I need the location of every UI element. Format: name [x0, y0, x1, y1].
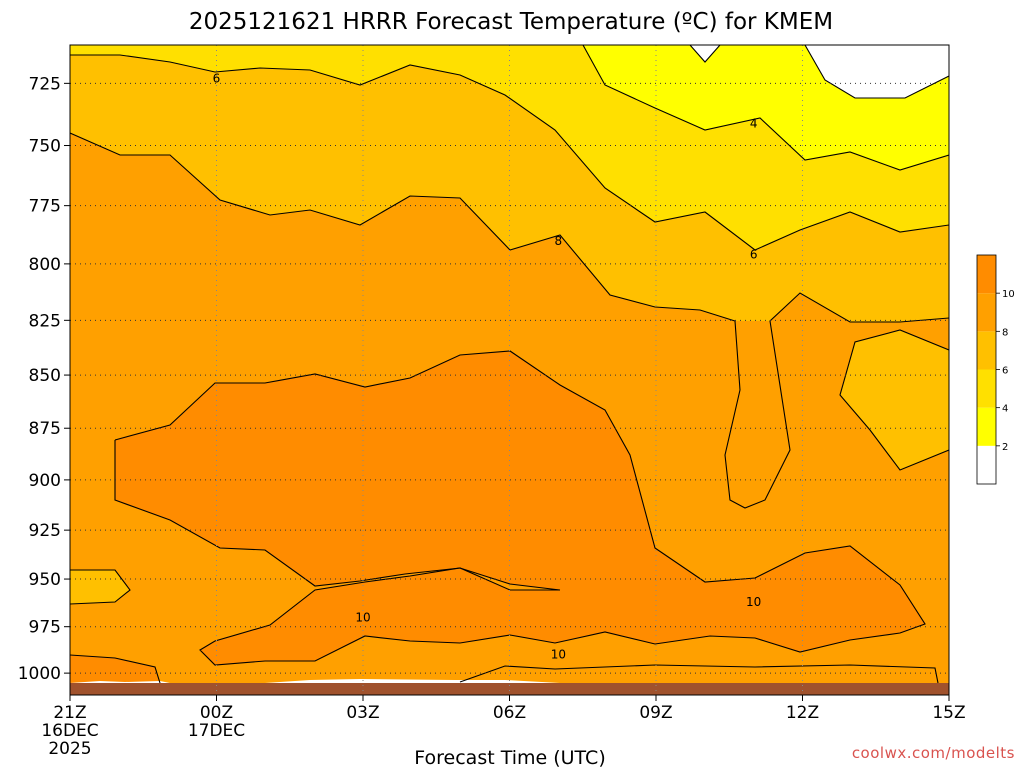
- colorbar-label: 6: [1002, 366, 1008, 377]
- chart-title: 2025121621 HRRR Forecast Temperature (ºC…: [189, 9, 833, 35]
- fill-below-2-right: [805, 45, 949, 98]
- x-tick-label: 06Z: [493, 703, 526, 723]
- y-tick-label: 725: [29, 74, 61, 94]
- contour-8-lower-left: [70, 569, 131, 605]
- contour-10-surface: [459, 664, 939, 684]
- x-tick-label: 15Z: [932, 703, 965, 723]
- x-tick-label: 09Z: [639, 703, 672, 723]
- fill-6-8-lower-left: [70, 570, 130, 604]
- y-tick-label: 925: [29, 521, 61, 541]
- contour-8-right-lobe: [839, 329, 949, 471]
- contour-10-core: [114, 350, 926, 666]
- ground-edge: [70, 679, 560, 683]
- colorbar-swatch: [977, 331, 996, 370]
- contour-label: 10: [551, 648, 566, 662]
- colorbar-label: 10: [1002, 289, 1015, 300]
- y-tick-label: 1000: [18, 664, 61, 684]
- fill-below-2-top: [690, 45, 720, 62]
- contour-label: 8: [555, 234, 563, 248]
- contour-8-upper: [70, 132, 949, 509]
- x-tick-label: 12Z: [786, 703, 819, 723]
- contour-label: 6: [213, 71, 221, 85]
- contour-labels: 6 4 6 8 10 10 10: [213, 71, 762, 661]
- contour-label: 10: [355, 610, 370, 624]
- x-tick-label: 21Z: [53, 703, 86, 723]
- fill-above-10-bottom: [70, 655, 160, 683]
- y-axis: 725 750 775 800 825 850 875 900 925 950 975 1000: [18, 74, 70, 684]
- contour-4: [582, 45, 949, 171]
- y-tick-label: 775: [29, 197, 61, 217]
- y-tick-label: 875: [29, 419, 61, 439]
- below-ground: [70, 683, 949, 695]
- contour-label: 10: [746, 595, 761, 609]
- contour-6: [70, 54, 949, 251]
- colorbar-swatch: [977, 369, 996, 408]
- contour-label: 6: [750, 248, 758, 262]
- x-tick-label: 17DEC: [188, 721, 245, 741]
- credit-text: coolwx.com/modelts: [852, 744, 1015, 762]
- colorbar-swatch: [977, 445, 996, 484]
- contour-label: 4: [750, 116, 758, 130]
- colorbar: 2 4 6 8 10: [976, 254, 1015, 485]
- y-tick-label: 975: [29, 618, 61, 638]
- colorbar-swatch: [977, 407, 996, 446]
- fill-above-10-core: [115, 351, 925, 665]
- x-axis-label: Forecast Time (UTC): [414, 747, 605, 768]
- y-tick-label: 825: [29, 311, 61, 331]
- y-tick-label: 900: [29, 471, 61, 491]
- x-tick-label: 16DEC: [41, 721, 98, 741]
- colorbar-label: 2: [1002, 442, 1008, 453]
- x-tick-label: 03Z: [346, 703, 379, 723]
- colorbar-swatch: [977, 293, 996, 332]
- fill-6-8-right-lobe: [840, 330, 949, 470]
- contour-lines: [70, 45, 949, 684]
- colorbar-swatch: [977, 255, 996, 294]
- contour-2-right: [804, 45, 949, 99]
- x-tick-label: 00Z: [200, 703, 233, 723]
- y-tick-label: 850: [29, 366, 61, 386]
- y-tick-label: 750: [29, 137, 61, 157]
- y-tick-label: 800: [29, 255, 61, 275]
- colorbar-label: 8: [1002, 327, 1008, 338]
- contour-10-core-inner: [114, 440, 561, 591]
- contour-2-top: [689, 45, 721, 63]
- colorbar-label: 4: [1002, 404, 1008, 415]
- y-tick-label: 950: [29, 570, 61, 590]
- grid: [70, 45, 949, 695]
- x-tick-label: 2025: [48, 739, 91, 759]
- contour-10-bottom: [70, 654, 161, 684]
